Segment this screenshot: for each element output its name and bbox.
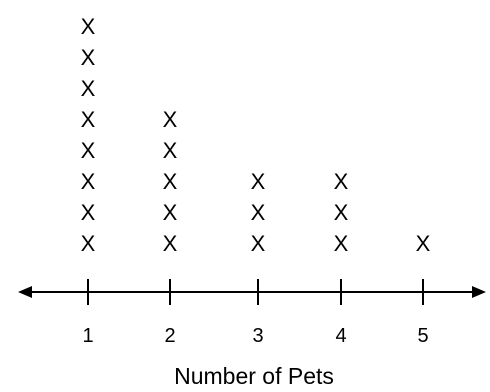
x-mark-3-2: X — [251, 200, 266, 225]
x-mark-1-7: X — [81, 45, 96, 70]
x-mark-1-8: X — [81, 14, 96, 39]
x-mark-1-5: X — [81, 107, 96, 132]
tick-labels: 1 2 3 4 5 — [82, 325, 428, 347]
tick-label-1: 1 — [82, 325, 93, 347]
tick-label-4: 4 — [335, 325, 346, 347]
tick-label-5: 5 — [417, 325, 428, 347]
x-axis-title: Number of Pets — [174, 363, 334, 389]
left-arrow-icon — [18, 286, 32, 298]
x-mark-3-1: X — [251, 231, 266, 256]
x-mark-4-1: X — [334, 231, 349, 256]
x-mark-2-3: X — [163, 169, 178, 194]
x-mark-2-5: X — [163, 107, 178, 132]
x-mark-1-1: X — [81, 231, 96, 256]
x-mark-1-3: X — [81, 169, 96, 194]
number-line — [18, 286, 486, 298]
x-mark-2-4: X — [163, 138, 178, 163]
x-mark-3-3: X — [251, 169, 266, 194]
tick-marks — [87, 279, 424, 305]
tick-label-2: 2 — [164, 325, 175, 347]
x-mark-5-1: X — [416, 231, 431, 256]
x-mark-4-3: X — [334, 169, 349, 194]
tick-label-3: 3 — [252, 325, 263, 347]
x-mark-1-2: X — [81, 200, 96, 225]
x-mark-2-1: X — [163, 231, 178, 256]
x-mark-2-2: X — [163, 200, 178, 225]
x-mark-4-2: X — [334, 200, 349, 225]
x-mark-1-4: X — [81, 138, 96, 163]
right-arrow-icon — [472, 286, 486, 298]
x-mark-1-6: X — [81, 76, 96, 101]
